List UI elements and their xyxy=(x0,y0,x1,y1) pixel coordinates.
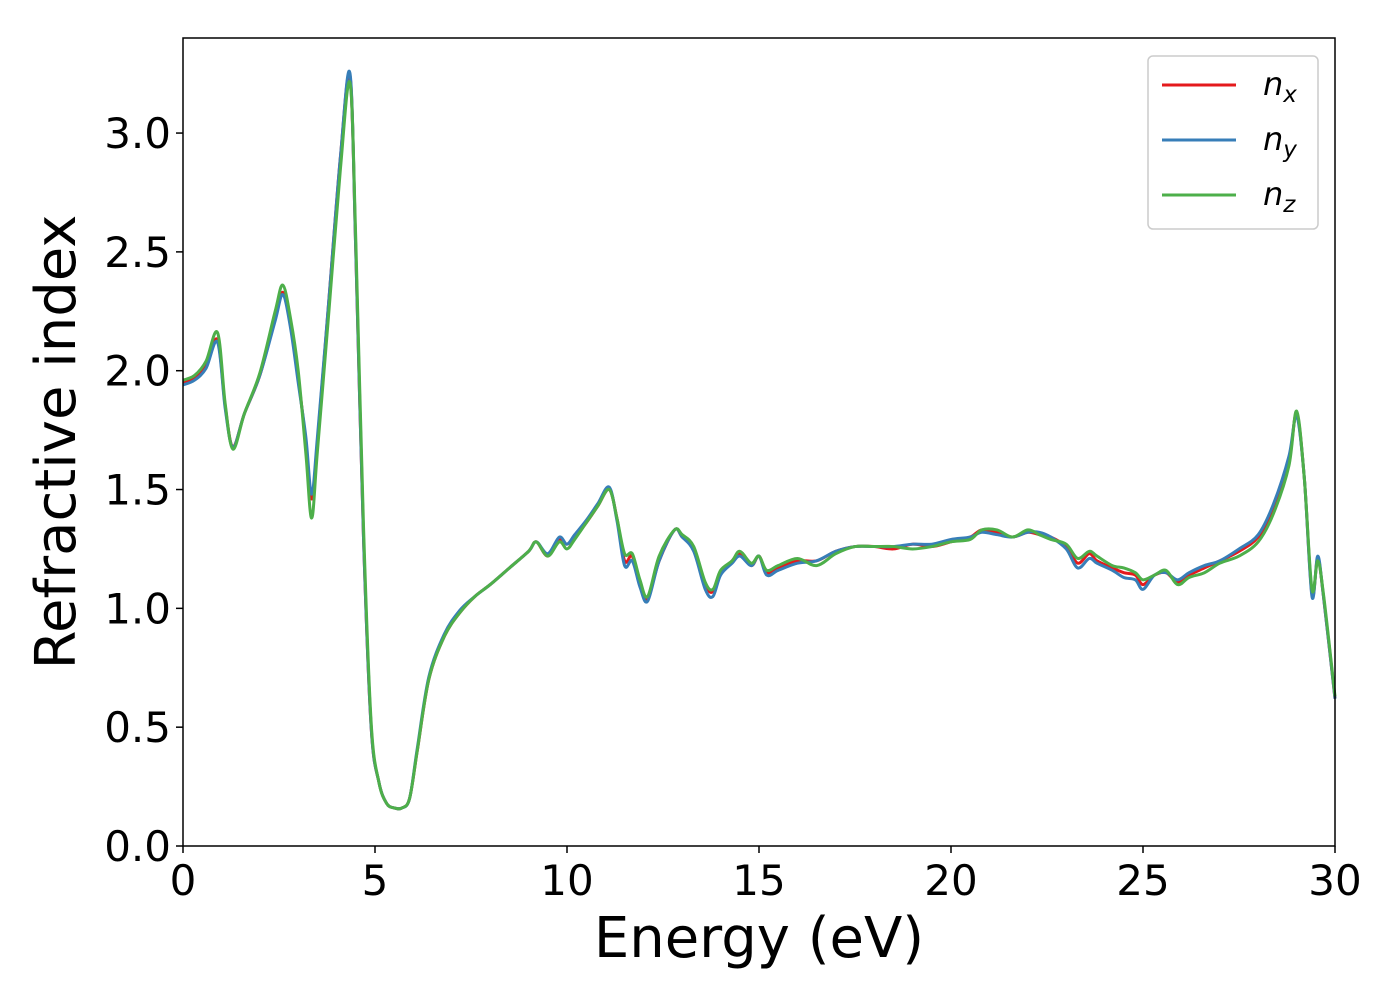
y-tick-label: 1.5 xyxy=(104,466,171,515)
y-tick-label: 2.5 xyxy=(104,228,171,277)
series-line-n-z xyxy=(182,80,1337,811)
legend-subscript: y xyxy=(1282,137,1297,163)
x-tick-label: 0 xyxy=(170,856,197,905)
y-tick-label: 0.0 xyxy=(104,822,171,871)
y-tick-label: 1.0 xyxy=(104,584,171,633)
legend-subscript: z xyxy=(1282,192,1296,218)
y-tick-label: 3.0 xyxy=(104,109,171,158)
legend-box xyxy=(1147,55,1319,230)
x-axis-title: Energy (eV) xyxy=(594,906,924,971)
legend-subscript: x xyxy=(1282,82,1297,108)
x-tick-label: 20 xyxy=(924,856,977,905)
y-tick-label: 0.5 xyxy=(104,703,171,752)
series-layer xyxy=(182,69,1337,811)
y-tick-label: 2.0 xyxy=(104,347,171,396)
x-axis-ticks: 0 5 10 15 20 25 30 xyxy=(170,846,1362,905)
y-axis-title: Refractive index xyxy=(24,215,89,670)
y-axis-ticks: 0.0 0.5 1.0 1.5 2.0 2.5 3.0 xyxy=(104,109,183,871)
x-tick-label: 10 xyxy=(540,856,593,905)
x-tick-label: 15 xyxy=(732,856,785,905)
x-tick-label: 5 xyxy=(362,856,389,905)
x-tick-label: 25 xyxy=(1116,856,1169,905)
x-tick-label: 30 xyxy=(1308,856,1361,905)
